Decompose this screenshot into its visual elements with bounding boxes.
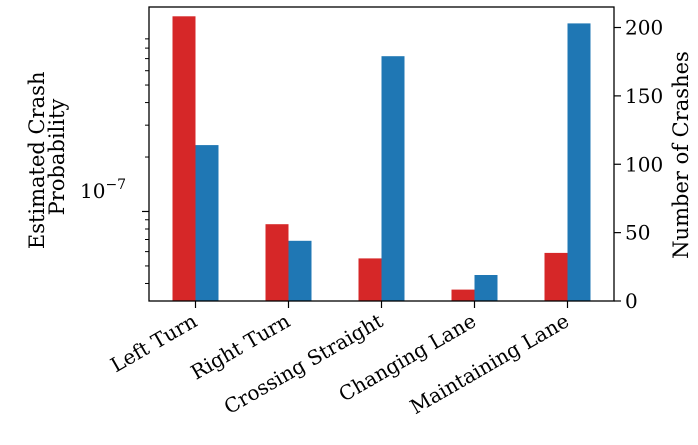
- right-tick-label-150: 150: [625, 84, 663, 108]
- left-axis-label-line-1: Estimated Crash: [25, 72, 49, 250]
- bar-group: [172, 16, 591, 302]
- probability-bar-2: [265, 224, 289, 301]
- right-axis-label: Number of Crashes: [669, 51, 693, 259]
- right-tick-label-100: 100: [625, 152, 663, 176]
- crash-count-bar-5: [567, 23, 591, 302]
- right-tick-label-50: 50: [625, 221, 650, 245]
- left-axis-label-line-2: Probability: [45, 99, 69, 216]
- crash-count-bar-4: [474, 275, 498, 301]
- crash-count-bar-3: [381, 56, 405, 302]
- probability-bar-4: [451, 289, 475, 301]
- probability-bar-5: [544, 252, 568, 301]
- right-axis-ticks: 0 50 100 150 200: [614, 16, 663, 313]
- left-major-tick-label: 10−7: [80, 177, 126, 203]
- crash-count-bar-2: [288, 240, 312, 301]
- probability-bar-1: [172, 16, 196, 302]
- crash-count-bar-1: [195, 145, 219, 301]
- plot-frame: [148, 6, 615, 302]
- left-tick-base: 10: [80, 179, 105, 203]
- left-axis-label: Estimated Crash Probability: [25, 65, 69, 249]
- right-tick-label-200: 200: [625, 16, 663, 40]
- probability-bar-3: [358, 258, 382, 301]
- left-axis-ticks: [142, 38, 149, 284]
- left-tick-exponent: −7: [105, 177, 126, 193]
- right-tick-label-0: 0: [625, 289, 638, 313]
